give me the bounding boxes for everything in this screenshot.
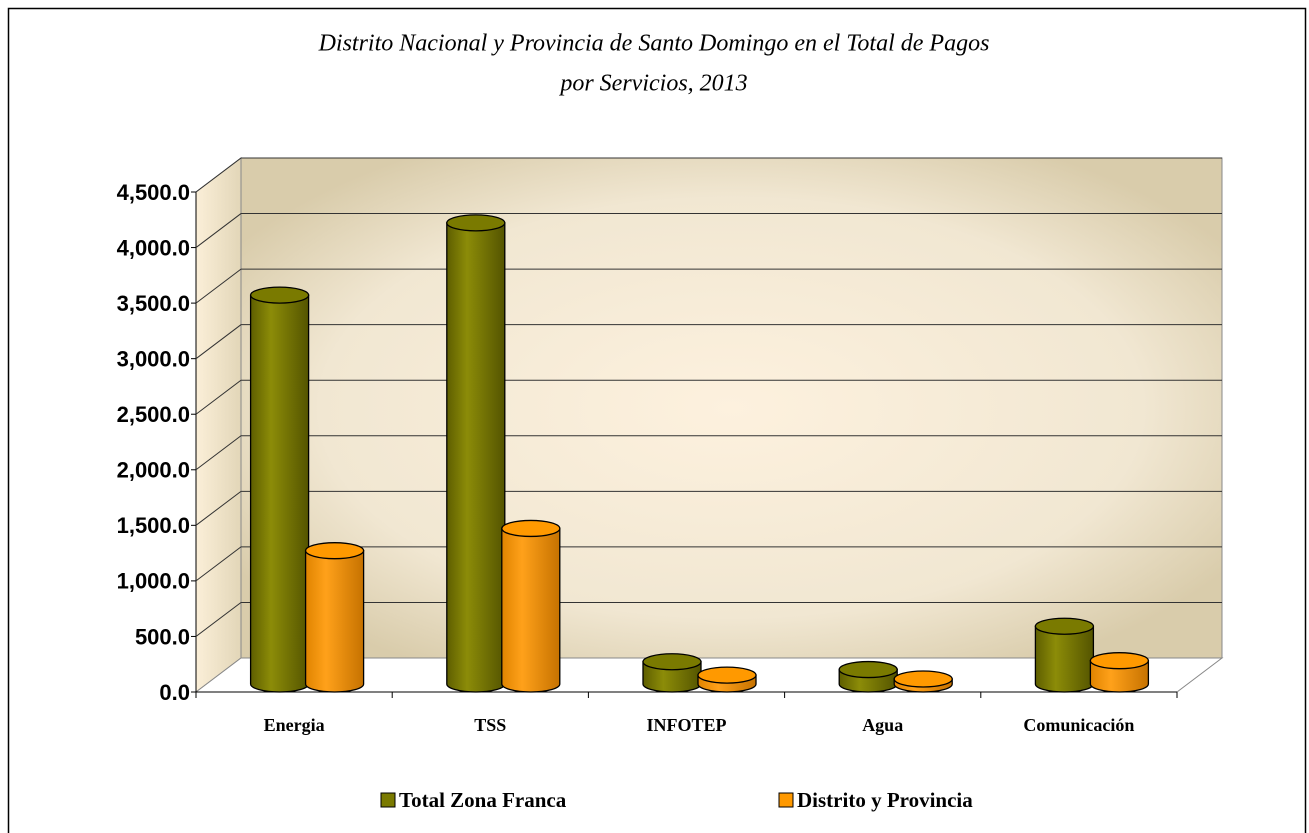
grid-line [195, 268, 1222, 304]
bar [1034, 617, 1095, 693]
legend-label: Distrito y Provincia [797, 788, 973, 812]
bar [1089, 652, 1150, 693]
grid-line [195, 435, 1222, 471]
bar-body [501, 527, 561, 693]
grid-line [195, 324, 1222, 360]
bar-top [838, 660, 898, 679]
bar-top [249, 286, 310, 304]
grid-line [195, 546, 1222, 582]
bar-body [304, 550, 365, 693]
bar-top [1089, 652, 1150, 670]
y-tick-label: 4,500.0 [117, 180, 190, 205]
grid-line [195, 379, 1222, 415]
bar-body [1034, 625, 1095, 693]
y-tick-label: 0.0 [159, 680, 190, 705]
y-tick-label: 3,500.0 [117, 291, 190, 316]
y-tick-label: 4,000.0 [117, 235, 190, 260]
bar [893, 670, 953, 693]
x-tick-label: Comunicación [1023, 715, 1134, 735]
y-tick-label: 1,500.0 [117, 513, 190, 538]
chart-title: por Servicios, 2013 [558, 71, 747, 97]
legend-swatch [778, 792, 794, 808]
y-tick-label: 3,000.0 [117, 346, 190, 371]
bar-top [446, 214, 506, 232]
bar-body [446, 222, 506, 693]
bar [304, 542, 365, 693]
bar [838, 660, 898, 693]
x-tick-label: INFOTEP [646, 715, 726, 735]
legend-swatch [380, 792, 396, 808]
bar [501, 519, 561, 693]
bar-top [893, 670, 953, 688]
x-tick-label: Agua [862, 715, 903, 735]
y-tick-label: 500.0 [135, 624, 190, 649]
bar-top [1034, 617, 1095, 635]
grid-line [195, 601, 1222, 637]
y-tick-label: 1,000.0 [117, 569, 190, 594]
grid-line [195, 213, 1222, 248]
grid-line [195, 157, 1222, 193]
bar [446, 214, 506, 693]
x-tick-label: TSS [474, 715, 506, 735]
bar [697, 666, 757, 693]
y-tick-label: 2,500.0 [117, 402, 190, 427]
bar-top [304, 542, 365, 560]
back-wall [240, 157, 1223, 659]
bar [249, 286, 310, 693]
bar-top [642, 653, 702, 671]
y-tick-label: 2,000.0 [117, 458, 190, 483]
bar-body [249, 294, 310, 693]
chart-title: Distrito Nacional y Provincia de Santo D… [318, 31, 990, 57]
x-tick-label: Energia [264, 715, 325, 735]
legend-label: Total Zona Franca [399, 788, 567, 812]
bar-body [1089, 660, 1150, 693]
grid-line [195, 490, 1222, 526]
bar-top [697, 666, 757, 684]
side-wall [195, 156, 242, 694]
bar [642, 653, 702, 693]
bar-top [501, 519, 561, 538]
